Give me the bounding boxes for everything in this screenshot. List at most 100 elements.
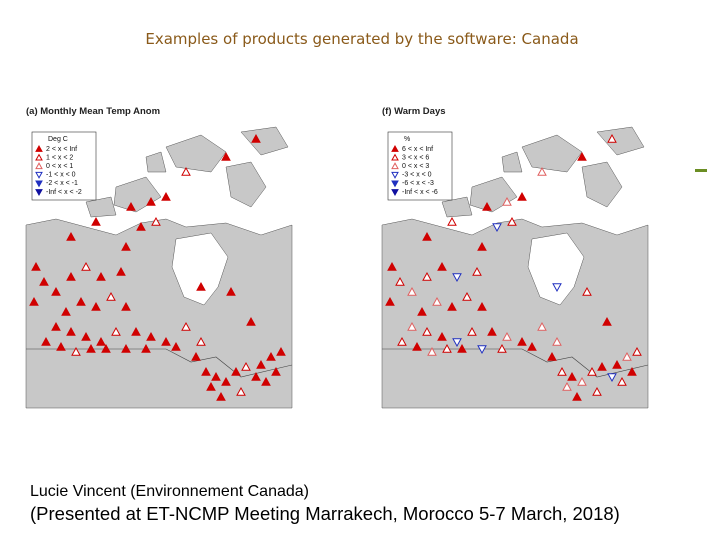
station-marker [161, 336, 171, 346]
arctic-island [240, 126, 289, 156]
legend-box [31, 131, 97, 201]
station-marker [96, 336, 106, 346]
station-marker [101, 343, 111, 353]
station-marker [71, 346, 81, 356]
station-marker [597, 361, 607, 371]
station-marker [201, 366, 211, 376]
station-marker [191, 351, 201, 361]
station-marker [622, 351, 632, 361]
accent-dash [695, 169, 707, 172]
station-marker [276, 346, 286, 356]
arctic-island [501, 151, 523, 173]
station-marker [442, 343, 452, 353]
legend-marker [35, 189, 43, 197]
legend-label: -2 < x < -1 [46, 180, 78, 187]
station-marker [612, 359, 622, 369]
station-marker [572, 391, 582, 401]
station-marker [562, 381, 572, 391]
station-marker [417, 306, 427, 316]
station-marker [422, 326, 432, 336]
station-marker [422, 271, 432, 281]
station-marker [387, 261, 397, 271]
station-marker [266, 351, 276, 361]
station-marker [487, 326, 497, 336]
station-marker [221, 151, 231, 161]
station-marker [482, 201, 492, 211]
legend-heading: Deg C [48, 136, 68, 143]
station-marker [196, 336, 206, 346]
station-marker [141, 343, 151, 353]
slide-title: Examples of products generated by the so… [145, 30, 578, 48]
station-marker [196, 281, 206, 291]
station-marker [61, 306, 71, 316]
legend-label: -3 < x < 0 [402, 172, 432, 179]
legend-marker [35, 180, 43, 188]
station-marker [66, 231, 76, 241]
station-marker [226, 286, 236, 296]
legend-marker [391, 171, 399, 179]
station-marker [452, 273, 462, 283]
station-marker [181, 166, 191, 176]
legend-marker [35, 171, 43, 179]
station-marker [557, 366, 567, 376]
station-marker [116, 266, 126, 276]
legend-marker [391, 180, 399, 188]
station-marker [81, 261, 91, 271]
legend-label: 3 < x < 6 [402, 154, 429, 161]
station-marker [111, 326, 121, 336]
station-marker [146, 196, 156, 206]
station-marker [617, 376, 627, 386]
station-marker [432, 296, 442, 306]
station-marker [181, 321, 191, 331]
arctic-island [165, 134, 227, 173]
station-marker [447, 216, 457, 226]
legend-marker [35, 144, 43, 152]
station-marker [121, 241, 131, 251]
legend-label: -Inf < x < -6 [402, 189, 438, 196]
legend-marker [391, 153, 399, 161]
station-marker [146, 331, 156, 341]
station-marker [161, 191, 171, 201]
station-marker [412, 341, 422, 351]
legend-marker [35, 162, 43, 170]
station-marker [567, 371, 577, 381]
station-marker [126, 201, 136, 211]
station-marker [106, 291, 116, 301]
legend-marker [391, 144, 399, 152]
station-marker [39, 276, 49, 286]
station-marker [66, 326, 76, 336]
station-marker [627, 366, 637, 376]
station-marker [582, 286, 592, 296]
station-marker [29, 296, 39, 306]
arctic-island [521, 134, 583, 173]
station-marker [86, 343, 96, 353]
station-marker [602, 316, 612, 326]
arctic-island [581, 161, 623, 208]
legend-marker [391, 189, 399, 197]
station-marker [462, 291, 472, 301]
panel-title: (a) Monthly Mean Temp Anom [26, 106, 160, 117]
station-marker [437, 331, 447, 341]
legend-label: -1 < x < 0 [46, 172, 76, 179]
legend-label: 6 < x < Inf [402, 146, 433, 153]
credit-author: Lucie Vincent (Environnement Canada) [30, 483, 309, 500]
station-marker [231, 366, 241, 376]
arctic-island [225, 161, 267, 208]
station-marker [131, 326, 141, 336]
station-marker [251, 133, 261, 143]
station-marker [447, 301, 457, 311]
station-marker [507, 216, 517, 226]
station-marker [76, 296, 86, 306]
legend-label: 0 < x < 1 [46, 163, 73, 170]
station-marker [502, 331, 512, 341]
station-marker [552, 336, 562, 346]
station-marker [51, 286, 61, 296]
station-marker [577, 376, 587, 386]
panel-title: (f) Warm Days [382, 106, 446, 117]
station-marker [477, 301, 487, 311]
station-marker [592, 386, 602, 396]
hudson-bay [171, 232, 229, 306]
station-marker [271, 366, 281, 376]
station-marker [41, 336, 51, 346]
